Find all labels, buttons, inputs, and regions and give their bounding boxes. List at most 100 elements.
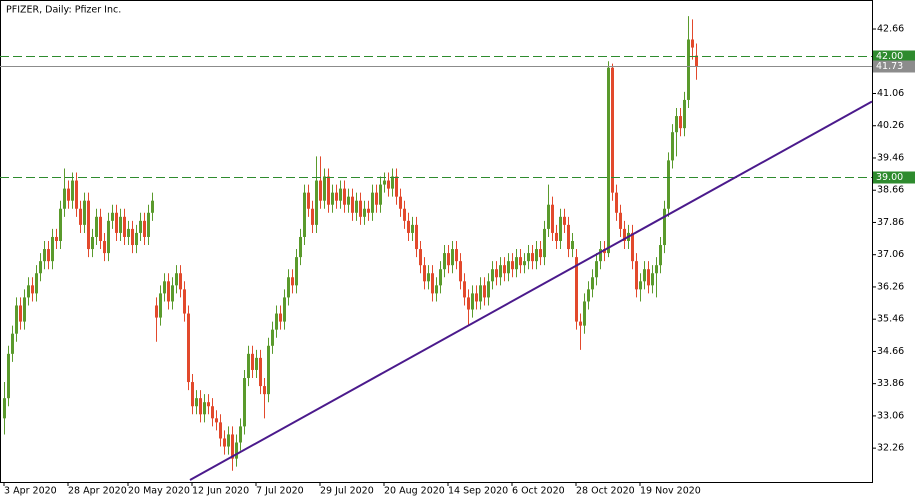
candle-body <box>195 398 198 407</box>
candle-body <box>139 220 142 233</box>
candle-body <box>479 285 482 302</box>
candle-body <box>415 224 418 250</box>
candle-body <box>67 188 70 201</box>
candle-body <box>471 293 474 310</box>
candle-body <box>527 253 530 262</box>
candle-body <box>679 116 682 129</box>
trend-line <box>189 100 873 481</box>
candle-body <box>695 55 698 67</box>
candle-body <box>575 257 578 322</box>
candle-body <box>287 277 290 298</box>
candle-body <box>687 39 690 100</box>
candle-body <box>427 273 430 282</box>
candle-body <box>319 180 322 201</box>
candle-body <box>515 257 518 270</box>
candle-body <box>43 249 46 262</box>
chart-title: PFIZER, Daily: Pfizer Inc. <box>6 5 121 16</box>
candle-body <box>371 192 374 213</box>
y-tick-label: 42.66 <box>877 24 904 35</box>
candle-body <box>199 398 202 415</box>
candle-body <box>315 180 318 225</box>
candle-body <box>403 208 406 221</box>
candle-body <box>439 269 442 286</box>
candle-body <box>291 277 294 286</box>
x-tick-label: 20 May 2020 <box>128 486 190 497</box>
y-tick-label: 41.06 <box>877 88 904 99</box>
candle-body <box>435 285 438 294</box>
candle-body <box>571 241 574 250</box>
candle-body <box>163 281 166 294</box>
candle-body <box>539 249 542 258</box>
candle-body <box>583 301 586 326</box>
candle-body <box>83 200 86 225</box>
y-tick-label: 39.46 <box>877 152 904 163</box>
last-price-box <box>873 60 915 73</box>
candle-body <box>211 406 214 419</box>
candle-body <box>359 200 362 217</box>
candle-body <box>231 434 234 459</box>
candle-body <box>551 204 554 233</box>
candle-body <box>599 249 602 262</box>
candle-body <box>151 200 154 213</box>
candle-body <box>579 321 582 326</box>
candle-body <box>475 293 478 302</box>
candle-body <box>535 249 538 262</box>
candle-body <box>663 208 666 246</box>
candle-body <box>383 180 386 185</box>
candle-body <box>39 261 42 274</box>
candle-body <box>59 208 62 241</box>
candle-body <box>495 269 498 278</box>
candle-body <box>591 277 594 290</box>
plot-frame <box>0 0 873 483</box>
candle-body <box>607 67 610 254</box>
level-label: 39.00 <box>876 172 903 183</box>
candle-body <box>459 261 462 282</box>
candle-body <box>31 285 34 294</box>
candle-body <box>283 297 286 322</box>
candle-body <box>255 357 258 370</box>
candle-body <box>511 261 514 270</box>
candle-body <box>7 353 10 399</box>
candle-body <box>443 253 446 270</box>
candle-body <box>331 192 334 205</box>
candle-body <box>519 257 522 266</box>
candle-body <box>179 273 182 290</box>
candle-body <box>623 228 626 241</box>
candle-body <box>523 261 526 266</box>
candle-body <box>307 192 310 209</box>
candle-body <box>615 192 618 213</box>
candle-body <box>215 418 218 423</box>
candle-body <box>279 313 282 322</box>
x-tick-label: 14 Sep 2020 <box>448 486 508 497</box>
candle-body <box>135 232 138 246</box>
candle-body <box>335 192 338 201</box>
candle-body <box>343 188 346 205</box>
candle-body <box>559 216 562 241</box>
candle-body <box>99 216 102 241</box>
candle-body <box>639 281 642 290</box>
candle-body <box>11 333 14 354</box>
candle-body <box>219 422 222 439</box>
level-label-box <box>873 50 915 63</box>
x-tick-label: 12 Jun 2020 <box>192 486 249 497</box>
candle-body <box>555 232 558 241</box>
candle-body <box>375 192 378 205</box>
candle-body <box>499 265 502 278</box>
candle-body <box>395 176 398 197</box>
candle-body <box>595 261 598 278</box>
candle-body <box>35 273 38 294</box>
candle-body <box>447 253 450 266</box>
candle-body <box>655 265 658 274</box>
x-tick-label: 20 Aug 2020 <box>384 486 445 497</box>
candle-body <box>147 212 150 237</box>
candle-body <box>223 438 226 447</box>
candle-body <box>347 196 350 205</box>
y-tick-label: 32.26 <box>877 443 904 454</box>
candle-body <box>631 232 634 262</box>
y-tick-label: 37.86 <box>877 217 904 228</box>
candle-body <box>671 132 674 161</box>
candle-body <box>87 200 90 250</box>
candle-body <box>51 236 54 262</box>
candle-body <box>91 236 94 250</box>
